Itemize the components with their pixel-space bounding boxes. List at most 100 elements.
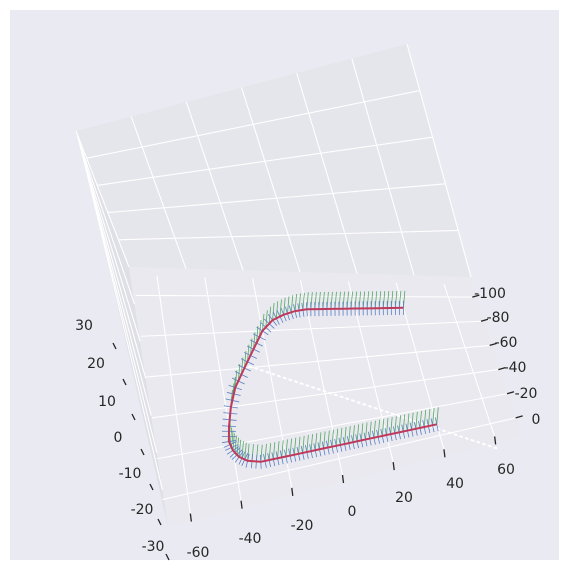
up-vector bbox=[272, 303, 275, 321]
grid-line-back bbox=[107, 183, 446, 214]
up-vector bbox=[279, 299, 282, 317]
grid-line-x bbox=[156, 275, 191, 514]
up-vector bbox=[236, 437, 239, 455]
up-vector bbox=[264, 443, 267, 461]
up-vector bbox=[272, 442, 276, 460]
up-vector bbox=[302, 435, 305, 453]
grid-line-back bbox=[351, 58, 415, 276]
y-tick bbox=[506, 391, 515, 395]
reference-dotted-line bbox=[242, 363, 500, 451]
up-vector bbox=[365, 422, 368, 440]
up-vector bbox=[432, 408, 435, 426]
z-tick bbox=[122, 378, 127, 386]
grid-line-back bbox=[406, 43, 472, 278]
grid-line-y bbox=[162, 417, 516, 501]
up-vector bbox=[415, 411, 418, 429]
up-vector bbox=[231, 430, 234, 448]
up-vector bbox=[289, 438, 293, 456]
up-vector bbox=[260, 444, 263, 462]
up-vector bbox=[386, 418, 389, 436]
path-line bbox=[227, 306, 438, 463]
y-tick bbox=[515, 415, 523, 419]
up-vector bbox=[298, 293, 301, 311]
up-vector bbox=[436, 407, 439, 425]
z-tick bbox=[149, 483, 154, 491]
up-vector bbox=[331, 429, 334, 447]
axis-tick-labels: -60-40-2002040600-20-40-60-80-100-30-20-… bbox=[75, 286, 540, 561]
up-vector bbox=[377, 419, 381, 437]
y-tick bbox=[472, 294, 480, 298]
x-tick bbox=[443, 449, 446, 458]
grid-line-back bbox=[97, 136, 433, 186]
up-vector bbox=[411, 412, 414, 430]
up-vector bbox=[250, 338, 253, 356]
grid-line-left bbox=[84, 162, 163, 490]
up-vector bbox=[277, 441, 280, 459]
z-tick-label: -20 bbox=[131, 502, 154, 518]
up-vector bbox=[319, 432, 322, 450]
grid-line-y bbox=[140, 320, 482, 337]
up-vector bbox=[390, 417, 393, 435]
y-tick-label: -40 bbox=[504, 360, 527, 376]
up-vector bbox=[234, 435, 237, 453]
up-vector bbox=[407, 413, 410, 431]
z-tick bbox=[112, 342, 117, 350]
z-tick bbox=[131, 413, 136, 421]
grid-line-back bbox=[86, 90, 420, 159]
grid-line-y bbox=[146, 344, 490, 378]
x-tick-label: -20 bbox=[291, 518, 314, 534]
up-vector bbox=[268, 306, 272, 324]
up-vector bbox=[402, 414, 406, 432]
x-tick bbox=[392, 462, 395, 471]
x-tick-label: 20 bbox=[395, 490, 413, 506]
up-vector bbox=[394, 416, 397, 434]
y-tick bbox=[480, 318, 489, 322]
up-vector bbox=[369, 421, 372, 439]
x-tick-label: 40 bbox=[446, 476, 464, 492]
up-vector bbox=[290, 295, 294, 313]
up-vector bbox=[314, 433, 318, 451]
z-tick-label: 20 bbox=[87, 356, 105, 372]
up-vector bbox=[262, 313, 265, 331]
z-tick-label: 10 bbox=[98, 394, 116, 410]
x-tick bbox=[341, 474, 345, 484]
x-tick-label: 60 bbox=[497, 462, 515, 478]
up-vector bbox=[294, 294, 297, 312]
x-tick-label: -60 bbox=[187, 545, 210, 561]
x-tick-label: 0 bbox=[348, 504, 357, 520]
grid-line-back bbox=[75, 130, 130, 268]
up-vector bbox=[298, 436, 301, 454]
up-vector bbox=[302, 292, 305, 310]
z-tick-label: -30 bbox=[142, 539, 165, 555]
grid-line-x bbox=[443, 284, 496, 437]
up-vector bbox=[356, 424, 360, 442]
y-tick bbox=[498, 366, 506, 371]
grid-lines bbox=[75, 43, 516, 514]
y-tick-label: -80 bbox=[487, 310, 510, 326]
grid-line-left bbox=[79, 146, 147, 379]
up-vector bbox=[352, 425, 355, 443]
grid-line-x bbox=[204, 277, 242, 501]
up-vector bbox=[234, 370, 238, 388]
grid-line-back bbox=[130, 116, 187, 269]
up-vector bbox=[373, 420, 376, 438]
up-vector bbox=[283, 297, 286, 315]
up-vector bbox=[310, 434, 313, 452]
y-tick-label: -60 bbox=[495, 335, 518, 351]
up-vector bbox=[398, 415, 401, 433]
z-tick-label: 0 bbox=[114, 430, 123, 446]
grid-line-back bbox=[118, 229, 459, 241]
z-tick bbox=[140, 448, 145, 456]
axis-ticks bbox=[112, 294, 523, 561]
y-tick-label: 0 bbox=[532, 412, 541, 428]
up-vector bbox=[285, 439, 288, 457]
up-vector bbox=[306, 434, 309, 453]
up-vector bbox=[306, 292, 309, 310]
z-tick-label: 30 bbox=[75, 318, 93, 334]
grid-line-left bbox=[78, 141, 141, 342]
grid-line-y bbox=[151, 369, 499, 419]
up-vector bbox=[287, 296, 290, 314]
up-vector bbox=[427, 409, 431, 427]
